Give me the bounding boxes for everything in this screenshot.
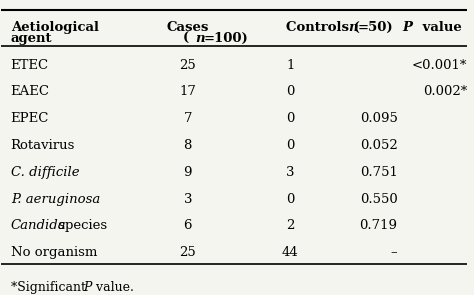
Text: C. difficile: C. difficile — [11, 166, 79, 179]
Text: value.: value. — [92, 281, 134, 294]
Text: 44: 44 — [282, 246, 299, 259]
Text: Candida: Candida — [11, 219, 66, 232]
Text: 0.052: 0.052 — [360, 139, 398, 152]
Text: 25: 25 — [180, 59, 196, 72]
Text: 2: 2 — [286, 219, 294, 232]
Text: 17: 17 — [179, 86, 196, 99]
Text: =50): =50) — [358, 21, 393, 34]
Text: ETEC: ETEC — [11, 59, 49, 72]
Text: 9: 9 — [183, 166, 192, 179]
Text: 3: 3 — [183, 193, 192, 206]
Text: value: value — [419, 21, 462, 34]
Text: EAEC: EAEC — [11, 86, 50, 99]
Text: 6: 6 — [183, 219, 192, 232]
Text: species: species — [54, 219, 107, 232]
Text: *Significant: *Significant — [11, 281, 94, 294]
Text: =100): =100) — [204, 32, 249, 45]
Text: 7: 7 — [183, 112, 192, 125]
Text: P: P — [83, 281, 91, 294]
Text: No organism: No organism — [11, 246, 97, 259]
Text: Controls (: Controls ( — [286, 21, 360, 34]
Text: n: n — [195, 32, 204, 45]
Text: (: ( — [183, 32, 190, 45]
Text: <0.001*: <0.001* — [412, 59, 467, 72]
Text: agent: agent — [11, 32, 52, 45]
Text: 0: 0 — [286, 193, 294, 206]
Text: –: – — [391, 246, 398, 259]
Text: EPEC: EPEC — [11, 112, 49, 125]
Text: 0.719: 0.719 — [359, 219, 398, 232]
Text: 25: 25 — [180, 246, 196, 259]
Text: 0.002*: 0.002* — [423, 86, 467, 99]
Text: 3: 3 — [286, 166, 294, 179]
Text: 8: 8 — [183, 139, 192, 152]
Text: 0: 0 — [286, 112, 294, 125]
Text: P. aeruginosa: P. aeruginosa — [11, 193, 100, 206]
Text: 0.550: 0.550 — [360, 193, 398, 206]
Text: 0: 0 — [286, 139, 294, 152]
Text: 0.095: 0.095 — [360, 112, 398, 125]
Text: Rotavirus: Rotavirus — [11, 139, 75, 152]
Text: 1: 1 — [286, 59, 294, 72]
Text: Aetiological: Aetiological — [11, 21, 99, 34]
Text: Cases: Cases — [167, 21, 209, 34]
Text: 0.751: 0.751 — [360, 166, 398, 179]
Text: P: P — [402, 21, 412, 34]
Text: 0: 0 — [286, 86, 294, 99]
Text: n: n — [348, 21, 358, 34]
